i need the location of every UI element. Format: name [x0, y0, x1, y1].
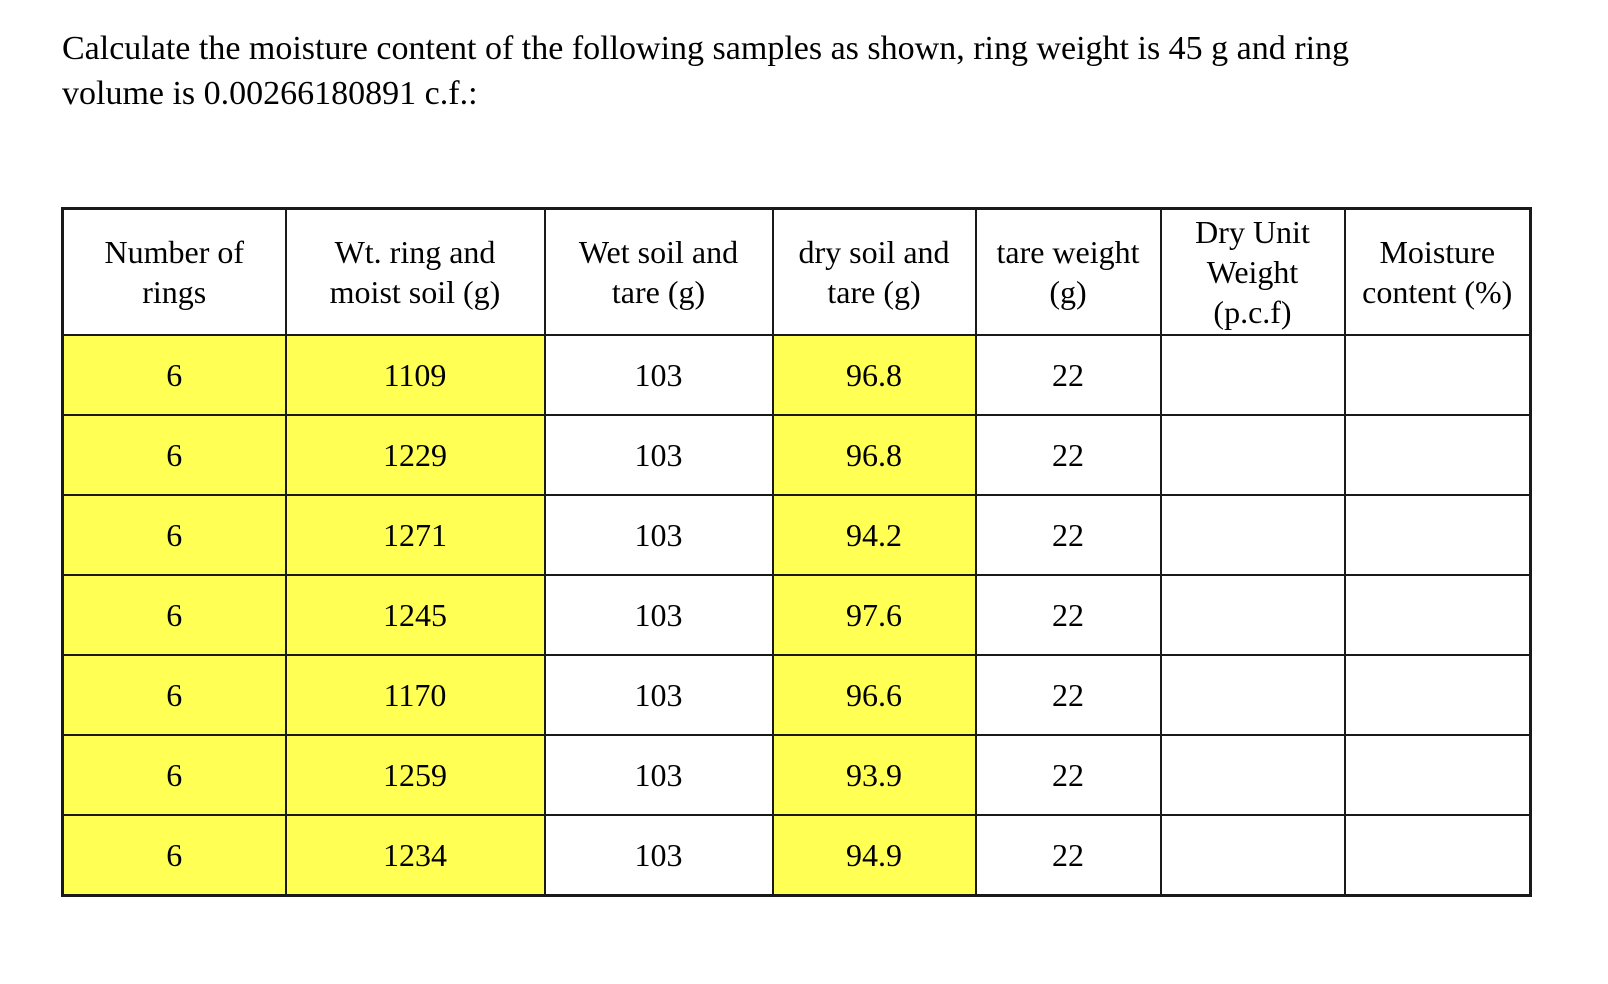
table-cell: 22 — [974, 814, 1162, 897]
table-cell — [1343, 494, 1532, 576]
table-row: 6 1259 103 93.9 22 — [61, 734, 1532, 816]
table-cell: 22 — [974, 334, 1162, 416]
table-cell — [1343, 574, 1532, 656]
table-cell: 22 — [974, 734, 1162, 816]
table-cell: 97.6 — [771, 574, 977, 656]
column-header-1: Wt. ring and moist soil (g) — [284, 207, 546, 336]
column-header-2: Wet soil and tare (g) — [543, 207, 774, 336]
table-cell: 1229 — [284, 414, 546, 496]
table-cell: 1234 — [284, 814, 546, 897]
table-cell — [1159, 414, 1346, 496]
table-cell: 6 — [61, 414, 287, 496]
table-cell: 96.8 — [771, 414, 977, 496]
table-cell — [1159, 654, 1346, 736]
question-text: Calculate the moisture content of the fo… — [62, 30, 1350, 112]
table-cell: 22 — [974, 574, 1162, 656]
table-cell: 6 — [61, 814, 287, 897]
table-cell — [1159, 334, 1346, 416]
table-cell — [1343, 414, 1532, 496]
table-cell: 1271 — [284, 494, 546, 576]
table-cell: 6 — [61, 334, 287, 416]
header-row: Number of rings Wt. ring and moist soil (… — [61, 207, 1532, 336]
table-row: 6 1170 103 96.6 22 — [61, 654, 1532, 736]
column-header-3: dry soil and tare (g) — [771, 207, 977, 336]
table-cell — [1343, 814, 1532, 897]
table-cell — [1343, 334, 1532, 416]
table-row: 6 1234 103 94.9 22 — [61, 814, 1532, 897]
table-cell: 1109 — [284, 334, 546, 416]
table-row: 6 1245 103 97.6 22 — [61, 574, 1532, 656]
table-cell: 103 — [543, 574, 774, 656]
table-cell: 103 — [543, 734, 774, 816]
table-cell: 6 — [61, 494, 287, 576]
table-cell: 96.8 — [771, 334, 977, 416]
table-cell: 103 — [543, 414, 774, 496]
column-header-0: Number of rings — [61, 207, 287, 336]
table-cell — [1343, 654, 1532, 736]
table-cell: 94.2 — [771, 494, 977, 576]
column-header-5: Dry Unit Weight (p.c.f) — [1159, 207, 1346, 336]
table-cell — [1159, 814, 1346, 897]
table-cell: 6 — [61, 654, 287, 736]
table-cell: 103 — [543, 334, 774, 416]
table-cell: 1245 — [284, 574, 546, 656]
table-cell: 94.9 — [771, 814, 977, 897]
table-cell: 96.6 — [771, 654, 977, 736]
table-cell: 22 — [974, 414, 1162, 496]
table-cell: 6 — [61, 734, 287, 816]
column-header-4: tare weight (g) — [974, 207, 1162, 336]
table-row: 6 1109 103 96.8 22 — [61, 334, 1532, 416]
table-cell — [1343, 734, 1532, 816]
table-cell — [1159, 574, 1346, 656]
table-row: 6 1271 103 94.2 22 — [61, 494, 1532, 576]
table-cell: 103 — [543, 814, 774, 897]
table-cell — [1159, 494, 1346, 576]
table-cell: 22 — [974, 654, 1162, 736]
table-cell: 103 — [543, 654, 774, 736]
table-cell — [1159, 734, 1346, 816]
moisture-data-table: Number of rings Wt. ring and moist soil (… — [61, 207, 1532, 897]
table-body: 6 1109 103 96.8 22 6 1229 103 96.8 22 6 1271 103 94.2… — [61, 334, 1532, 897]
table-cell: 6 — [61, 574, 287, 656]
table-cell: 1259 — [284, 734, 546, 816]
table-cell: 1170 — [284, 654, 546, 736]
table-cell: 103 — [543, 494, 774, 576]
table-cell: 22 — [974, 494, 1162, 576]
column-header-6: Moisture content (%) — [1343, 207, 1532, 336]
table-row: 6 1229 103 96.8 22 — [61, 414, 1532, 496]
table-cell: 93.9 — [771, 734, 977, 816]
